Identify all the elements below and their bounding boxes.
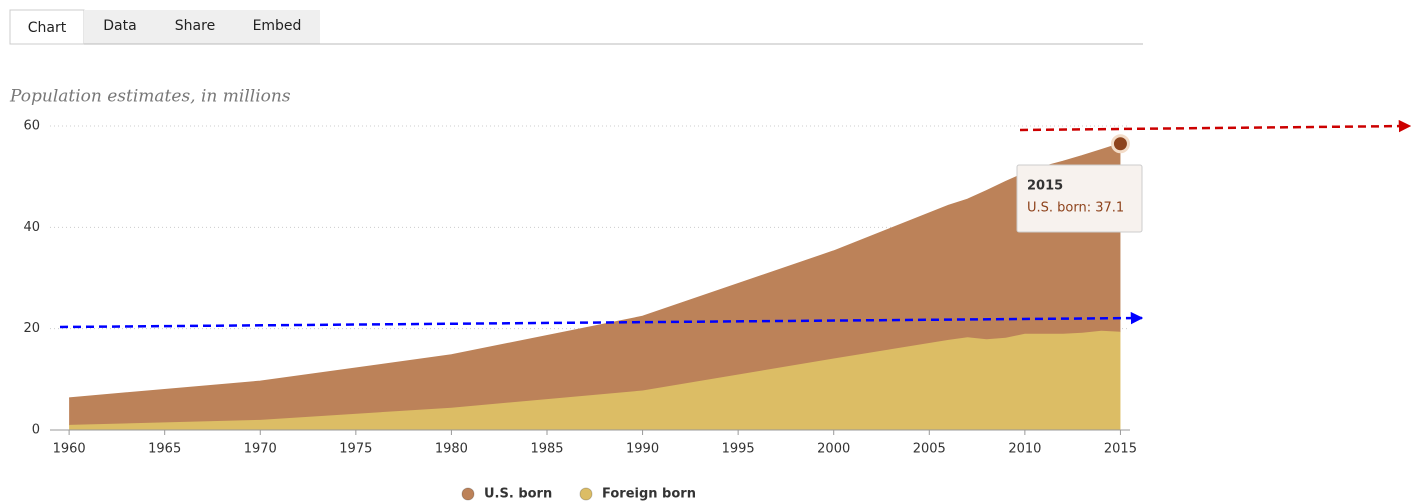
x-tick-label: 2010 xyxy=(1008,442,1041,457)
tab-label[interactable]: Chart xyxy=(28,20,67,36)
x-tick-label: 1965 xyxy=(148,442,181,457)
area-edge xyxy=(69,143,1121,399)
y-tick-label: 40 xyxy=(23,220,40,235)
y-tick-label: 20 xyxy=(23,321,40,336)
legend-label: Foreign born xyxy=(602,487,696,502)
x-tick-label: 1960 xyxy=(53,442,86,457)
hover-point xyxy=(1110,134,1130,154)
legend-marker xyxy=(461,487,475,501)
annotation-arrow xyxy=(59,311,1144,329)
x-tick-label: 1995 xyxy=(722,442,755,457)
tab-label[interactable]: Share xyxy=(175,18,215,34)
tab-share[interactable] xyxy=(155,10,235,44)
area-fill xyxy=(69,330,1121,430)
tab-embed[interactable] xyxy=(235,10,320,44)
area-fill xyxy=(69,143,1121,425)
x-tick-label: 1980 xyxy=(435,442,468,457)
legend-marker xyxy=(579,487,593,501)
legend-label: U.S. born xyxy=(484,487,552,502)
x-tick-label: 1985 xyxy=(530,442,563,457)
tooltip-title: 2015 xyxy=(1027,179,1063,194)
y-tick-label: 0 xyxy=(32,423,40,438)
x-tick-label: 2015 xyxy=(1104,442,1137,457)
x-tick-label: 1975 xyxy=(339,442,372,457)
tab-chart[interactable] xyxy=(9,9,85,45)
x-tick-label: 2000 xyxy=(817,442,850,457)
annotation-arrow xyxy=(1019,119,1412,133)
tab-label[interactable]: Embed xyxy=(253,18,302,34)
tab-label[interactable]: Data xyxy=(103,18,136,34)
x-tick-label: 1970 xyxy=(244,442,277,457)
y-tick-label: 60 xyxy=(23,119,40,134)
tooltip-text: U.S. born: 37.1 xyxy=(1027,201,1124,216)
x-tick-label: 2005 xyxy=(913,442,946,457)
x-tick-label: 1990 xyxy=(626,442,659,457)
tooltip-box xyxy=(1016,164,1143,233)
subtitle: Population estimates, in millions xyxy=(9,87,291,107)
tab-data[interactable] xyxy=(84,10,155,44)
